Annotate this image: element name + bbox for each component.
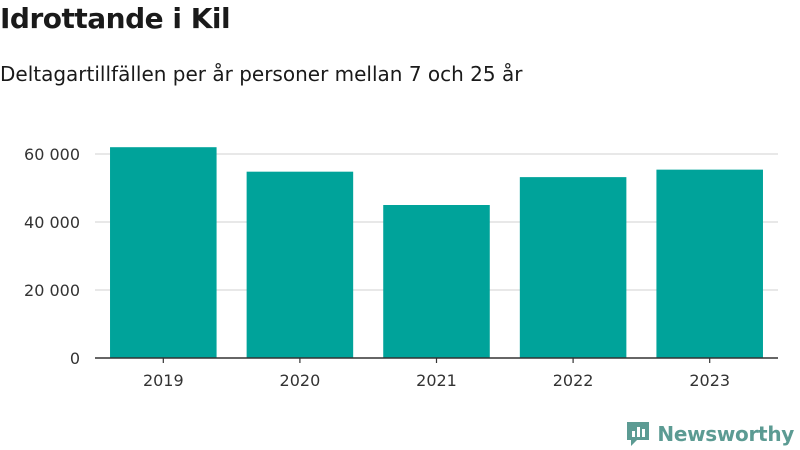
newsworthy-logo-icon <box>627 422 650 446</box>
chart-subtitle: Deltagartillfällen per år personer mella… <box>0 62 523 86</box>
bar-2020 <box>246 171 354 358</box>
brand-name: Newsworthy <box>657 422 794 446</box>
bars <box>110 147 763 358</box>
bar-2021 <box>383 205 490 358</box>
bar-2019 <box>110 147 217 358</box>
chart-title: Idrottande i Kil <box>0 2 231 35</box>
x-tick-label: 2020 <box>280 371 321 390</box>
axes: 0 20 000 40 000 60 000 2019 2020 2021 2022 2023 <box>24 145 778 390</box>
y-tick-label: 60 000 <box>24 145 80 164</box>
x-tick-label: 2021 <box>416 371 457 390</box>
x-tick-label: 2019 <box>143 371 184 390</box>
y-tick-label: 0 <box>70 349 80 368</box>
x-tick-label: 2022 <box>553 371 594 390</box>
bar-2022 <box>519 177 627 358</box>
y-tick-label: 20 000 <box>24 281 80 300</box>
brand[interactable]: Newsworthy <box>625 420 794 448</box>
bar-chart: 0 20 000 40 000 60 000 2019 2020 2021 2022 2023 <box>24 145 778 390</box>
y-tick-label: 40 000 <box>24 213 80 232</box>
bar-2023 <box>656 169 763 358</box>
x-tick-label: 2023 <box>689 371 730 390</box>
